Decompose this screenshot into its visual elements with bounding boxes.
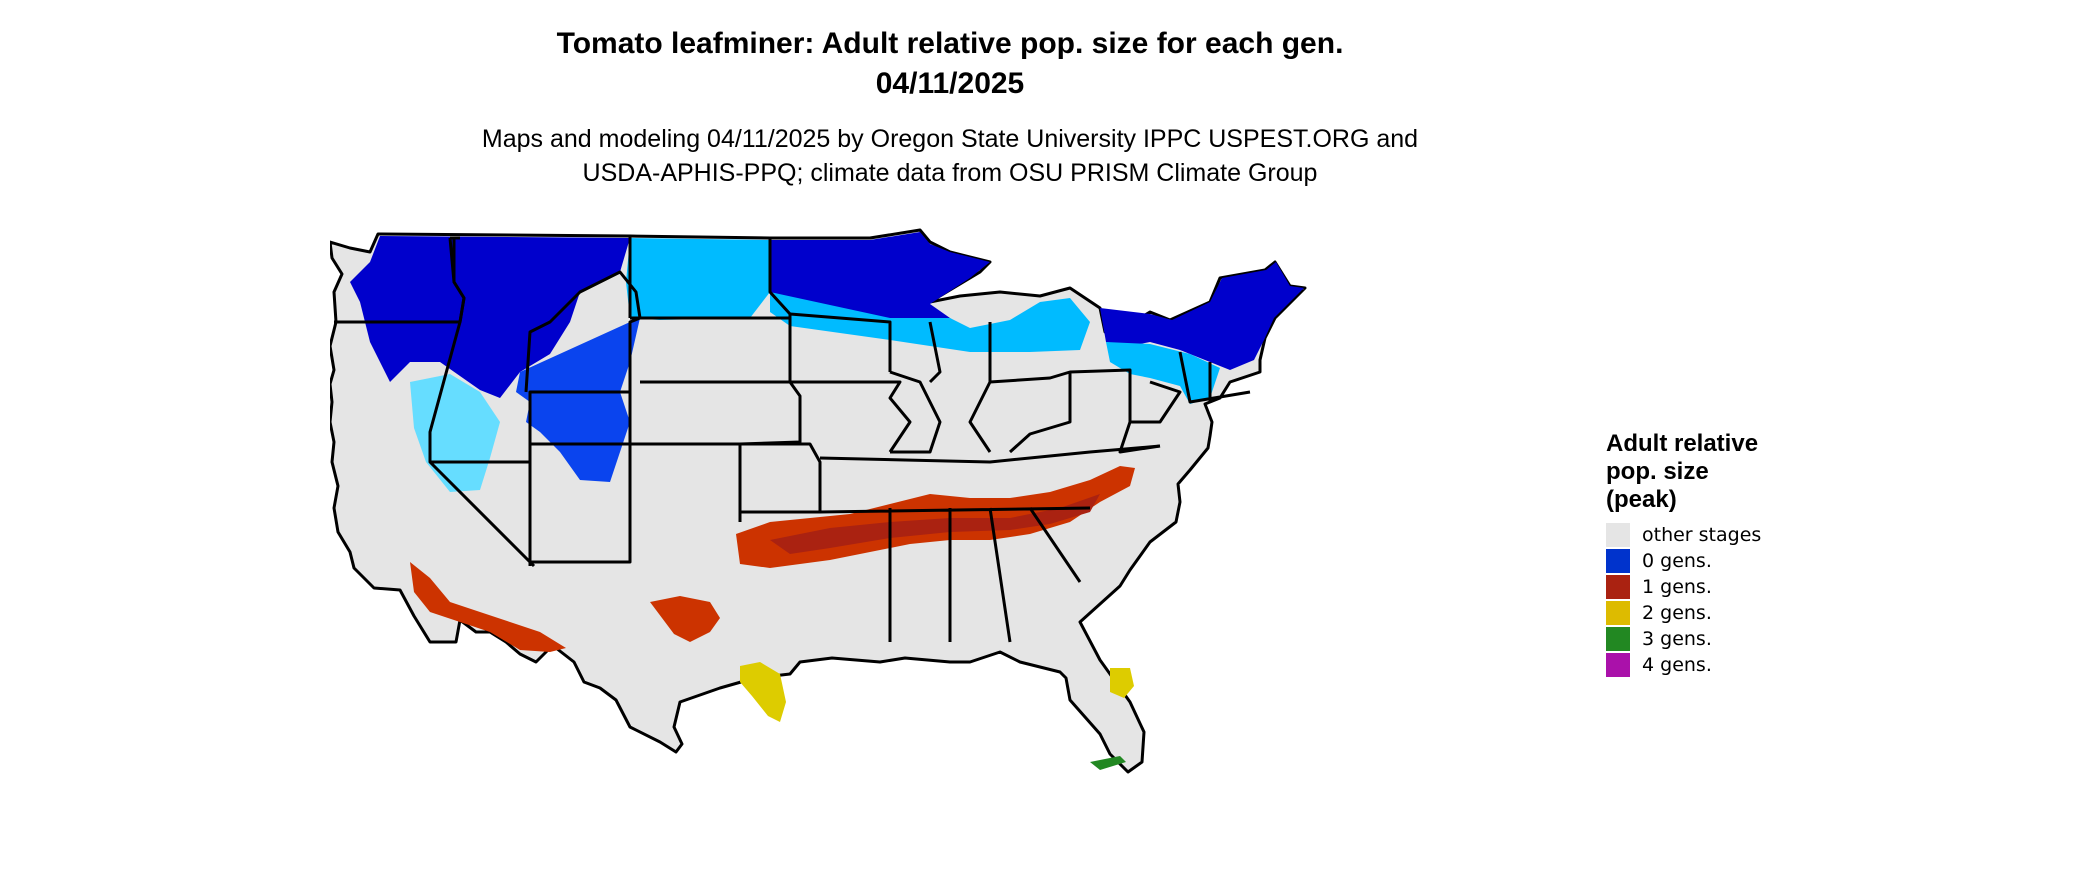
legend-title-line2: pop. size [1606,458,1709,485]
legend-item-other-stages: other stages [1606,522,1906,548]
legend-label-0-gens: 0 gens. [1642,550,1712,572]
chart-subtitle-continued: USDA-APHIS-PPQ; climate data from OSU PR… [582,159,1318,187]
zero-gen-west-mountain-zone [516,318,640,482]
map-legend: Adult relative pop. size (peak) other st… [1606,430,1906,678]
zero-gen-northeast-fringe-zone [1106,342,1220,404]
border-plains-states [628,236,822,514]
legend-label-1-gens: 1 gens. [1642,576,1712,598]
legend-title-line3: (peak) [1606,486,1677,513]
legend-title-line1: Adult relative [1606,430,1759,457]
two-gen-south-florida-zone [1110,668,1134,698]
legend-label-3-gens: 3 gens. [1642,628,1712,650]
legend-swatch-0-gens [1606,549,1630,573]
chart-subtitle: Maps and modeling 04/11/2025 by Oregon S… [481,125,1419,153]
us-map [330,222,1570,892]
legend-items: other stages 0 gens. 1 gens. 2 gens. 3 g… [1606,522,1906,678]
legend-label-other-stages: other stages [1642,524,1762,546]
legend-swatch-2-gens [1606,601,1630,625]
zero-gen-northwest-zone [350,236,630,398]
legend-item-0-gens: 0 gens. [1606,548,1906,574]
one-gen-west-texas-zone [650,596,720,642]
legend-item-4-gens: 4 gens. [1606,652,1906,678]
zero-gen-northern-plains-zone [626,238,770,320]
one-gen-california-zone [410,562,566,652]
three-gen-keys-zone [1090,756,1126,770]
legend-swatch-other-stages [1606,523,1630,547]
us-map-svg [330,228,1307,774]
border-south-states [819,444,1161,643]
state-borders [334,236,1251,643]
border-midwest-states [789,312,1132,454]
legend-label-2-gens: 2 gens. [1642,602,1712,624]
legend-item-2-gens: 2 gens. [1606,600,1906,626]
one-gen-southern-core [770,494,1100,554]
legend-item-3-gens: 3 gens. [1606,626,1906,652]
legend-swatch-4-gens [1606,653,1630,677]
legend-label-4-gens: 4 gens. [1642,654,1712,676]
zero-gen-northeast-zone [1100,262,1304,370]
legend-swatch-1-gens [1606,575,1630,599]
legend-swatch-3-gens [1606,627,1630,651]
border-northeast-states [1118,351,1251,454]
legend-item-1-gens: 1 gens. [1606,574,1906,600]
chart-date: 04/11/2025 [875,67,1025,100]
chart-title: Tomato leafminer: Adult relative pop. si… [556,27,1344,60]
two-gen-south-texas-zone [740,662,786,722]
